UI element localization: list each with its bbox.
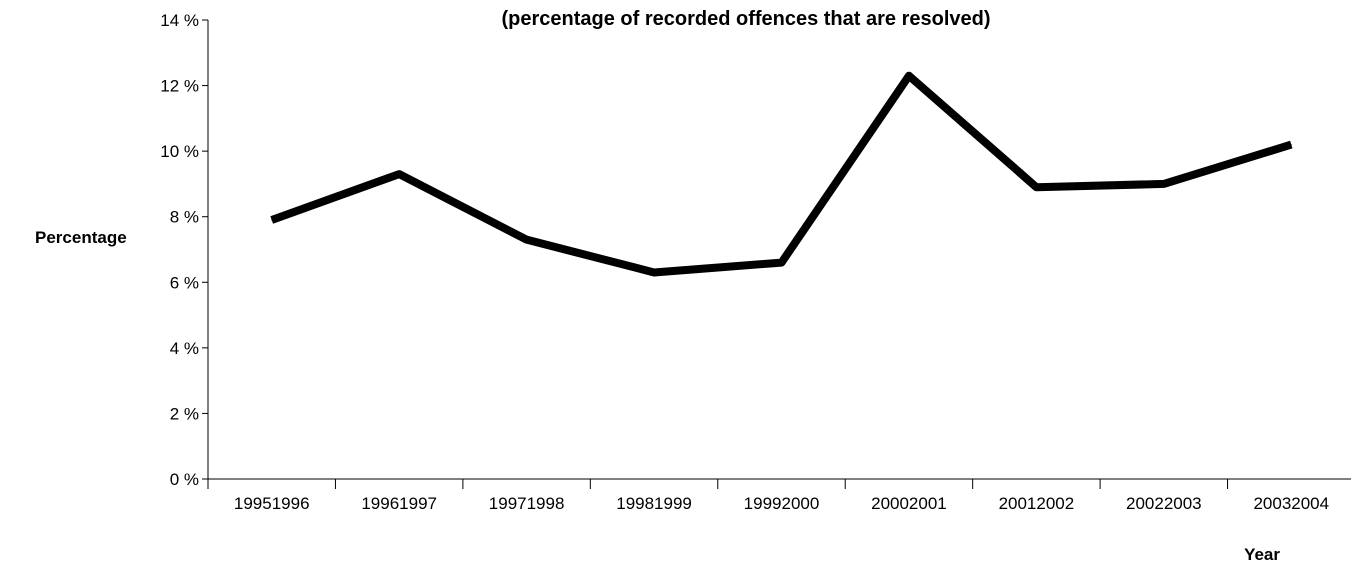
series-line (270, 71, 1293, 277)
data-point (398, 173, 400, 175)
y-tick-label: 0 % (170, 470, 199, 489)
data-point (271, 219, 273, 221)
data-point (1035, 186, 1037, 188)
axes (207, 20, 1351, 480)
x-tick-label: 19981999 (616, 494, 692, 513)
x-tick-label: 20012002 (999, 494, 1075, 513)
data-point (908, 75, 910, 77)
y-tick-label: 14 % (160, 11, 199, 30)
y-tick-label: 10 % (160, 142, 199, 161)
ticks: 0 % 2 % 4 % 6 % 8 % 10 % 12 % 14 % 19951996 19961… (160, 11, 1329, 513)
x-axis-label: Year (1244, 545, 1280, 564)
y-tick-label: 8 % (170, 208, 199, 227)
data-point (781, 262, 782, 264)
x-tick-label: 19992000 (744, 494, 820, 513)
y-tick-label: 12 % (160, 77, 199, 96)
chart-title: (percentage of recorded offences that ar… (501, 8, 990, 30)
data-point (526, 239, 528, 241)
series (270, 71, 1293, 277)
data-point (653, 271, 655, 273)
data-point (1163, 183, 1165, 185)
y-tick-label: 4 % (170, 339, 199, 358)
x-tick-label: 19961997 (361, 494, 437, 513)
y-tick-label: 2 % (170, 404, 199, 423)
x-tick-label: 20002001 (871, 494, 947, 513)
x-tick-label: 19951996 (234, 494, 310, 513)
y-axis-label: Percentage (35, 228, 127, 247)
data-point (1290, 144, 1292, 146)
x-tick-label: 19971998 (489, 494, 565, 513)
x-tick-label: 20032004 (1253, 494, 1329, 513)
y-tick-label: 6 % (170, 273, 199, 292)
x-tick-label: 20022003 (1126, 494, 1202, 513)
